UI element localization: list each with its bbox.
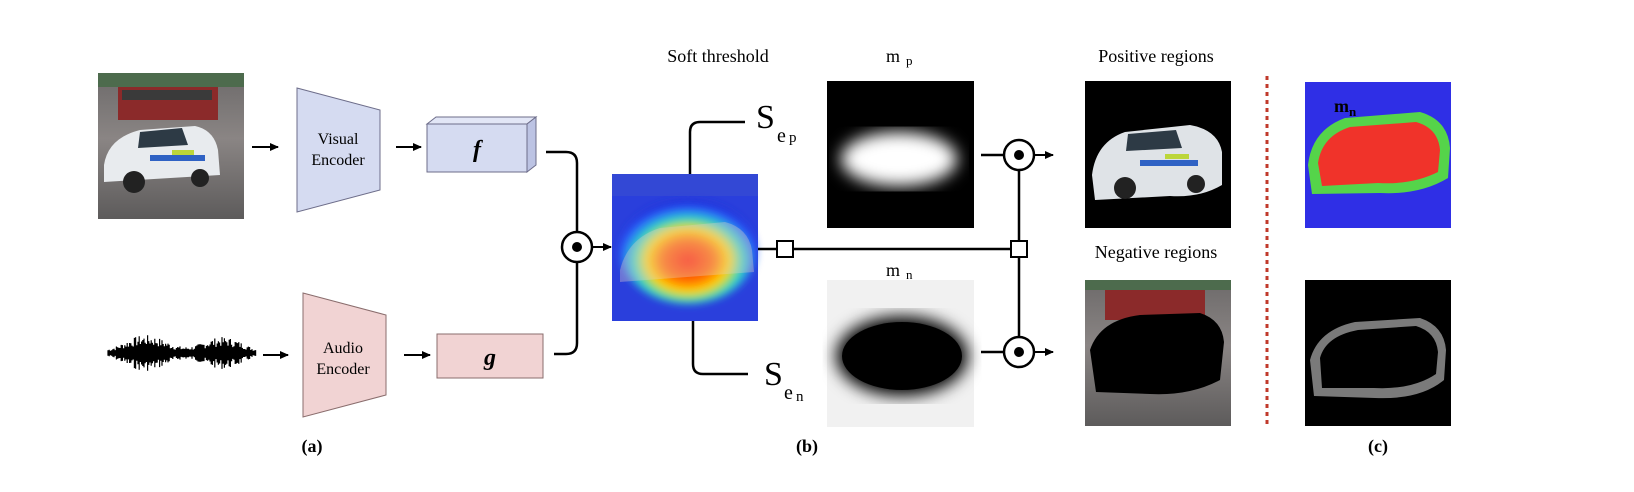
heatmap-image xyxy=(612,174,758,321)
audio-encoder-label-line1: Audio xyxy=(323,340,363,357)
svg-text:S: S xyxy=(764,356,783,393)
s-en-label: S e n xyxy=(764,356,804,405)
audio-encoder-block: Audio Encoder xyxy=(302,292,387,418)
mp-label: m p xyxy=(886,46,913,68)
visual-encoder-label-line2: Encoder xyxy=(311,152,365,169)
connector-g xyxy=(554,262,579,356)
svg-text:n: n xyxy=(1349,104,1357,119)
connector-f xyxy=(546,150,579,232)
negative-regions-title: Negative regions xyxy=(1095,242,1217,262)
positive-regions-title: Positive regions xyxy=(1098,46,1214,66)
boundary-region-image xyxy=(1305,280,1451,426)
connector-sen xyxy=(691,321,748,376)
audio-feature-g-box: g xyxy=(436,333,544,379)
svg-text:e: e xyxy=(777,125,786,147)
negative-regions-image xyxy=(1085,280,1231,426)
audio-waveform-icon xyxy=(107,335,257,371)
visual-feature-f-box: f xyxy=(425,115,538,174)
svg-text:p: p xyxy=(789,130,797,146)
overlay-mn-label: m n xyxy=(1334,96,1357,119)
svg-text:n: n xyxy=(906,267,913,282)
panel-c-label: (c) xyxy=(1368,436,1388,457)
audio-encoder-label-line2: Encoder xyxy=(316,361,370,378)
visual-encoder-label-line1: Visual xyxy=(318,131,359,148)
elementwise-product-icon xyxy=(560,230,594,264)
split-node-icon xyxy=(776,240,794,258)
elementwise-product-icon xyxy=(1002,335,1036,369)
positive-regions-image xyxy=(1085,81,1231,228)
svg-text:n: n xyxy=(796,389,804,405)
soft-threshold-title: Soft threshold xyxy=(667,46,769,66)
mn-label: m n xyxy=(886,260,913,282)
connector-sep xyxy=(688,120,745,174)
svg-text:m: m xyxy=(886,46,900,66)
svg-text:S: S xyxy=(756,99,775,136)
feature-g-label: g xyxy=(483,345,496,371)
elementwise-product-icon xyxy=(1002,138,1036,172)
split-node-icon xyxy=(1010,240,1028,258)
svg-text:m: m xyxy=(886,260,900,280)
svg-text:m: m xyxy=(1334,96,1349,116)
overlay-segmentation-image: m n xyxy=(1305,82,1451,228)
panel-a-label: (a) xyxy=(302,436,323,457)
input-image-police-car xyxy=(98,73,244,219)
svg-text:e: e xyxy=(784,382,793,404)
positive-mask-image xyxy=(827,81,974,228)
svg-text:p: p xyxy=(906,53,913,68)
visual-encoder-block: Visual Encoder xyxy=(296,87,381,213)
feature-f-label: f xyxy=(473,137,483,163)
panel-b-label: (b) xyxy=(796,436,818,457)
negative-mask-image xyxy=(827,280,974,427)
s-ep-label: S e p xyxy=(756,99,797,147)
